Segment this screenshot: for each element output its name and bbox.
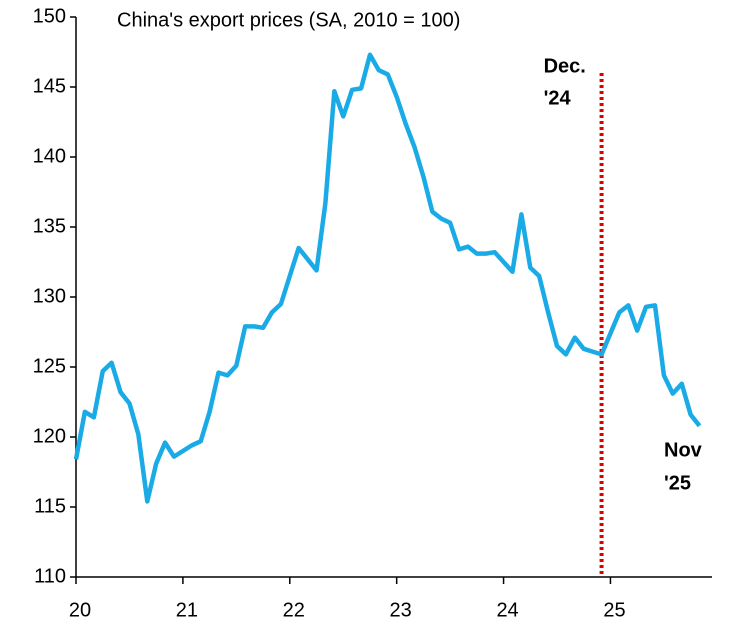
x-tick-label: 21 [176,599,198,621]
x-tick-label: 23 [390,599,412,621]
y-tick-label: 125 [33,355,66,377]
series-line [73,52,702,504]
y-tick-label: 120 [33,425,66,447]
end-label: '25 [664,472,691,494]
reference-label: '24 [544,87,572,109]
y-tick-label: 115 [34,495,66,517]
x-tick-label: 24 [496,599,518,621]
y-tick-label: 150 [33,5,66,27]
y-tick-label: 135 [33,215,66,237]
y-tick-label: 130 [33,285,66,307]
reference-label: Dec. [544,55,586,77]
y-tick-label: 140 [33,145,66,167]
y-tick-label: 145 [33,75,66,97]
x-tick-label: 25 [603,599,625,621]
y-tick-label: 110 [34,565,66,587]
end-label: Nov [664,439,703,461]
x-tick-label: 22 [283,599,305,621]
chart-title: China's export prices (SA, 2010 = 100) [117,9,460,31]
x-tick-label: 20 [69,599,91,621]
